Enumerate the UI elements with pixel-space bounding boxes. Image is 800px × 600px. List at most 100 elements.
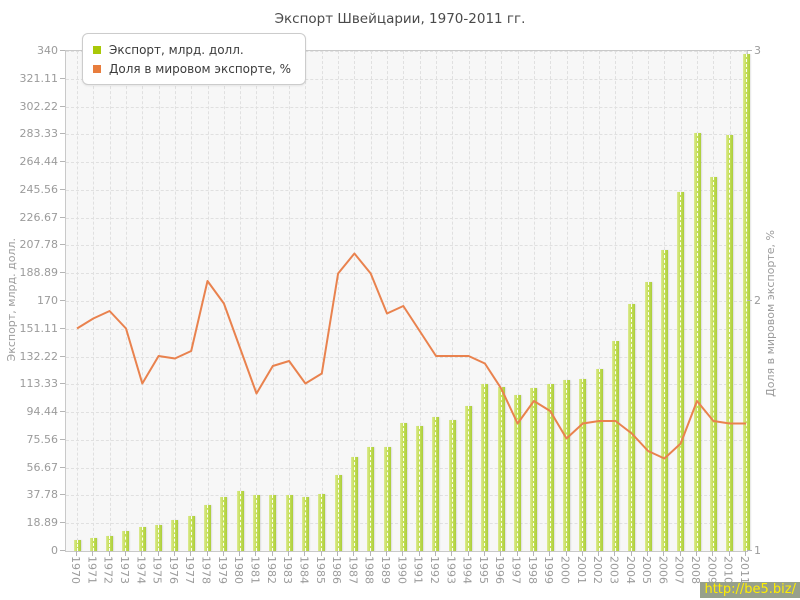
x-axis-tickmark — [500, 551, 502, 556]
bar-1974[interactable] — [138, 527, 146, 551]
bar-1973[interactable] — [122, 531, 130, 551]
bar-1988[interactable] — [367, 446, 375, 551]
x-axis-tick-label-2006: 2006 — [656, 556, 670, 584]
bar-1999[interactable] — [546, 384, 554, 551]
bar-1977[interactable] — [187, 515, 195, 551]
x-axis-tick-label-1986: 1986 — [330, 556, 344, 584]
x-axis-tickmark — [483, 551, 485, 556]
legend-item-export[interactable]: Экспорт, млрд. долл. — [93, 40, 291, 59]
vertical-gridline — [533, 51, 535, 551]
left-axis-tick-label: 75.56 — [26, 432, 59, 446]
left-axis-tick-label: 151.11 — [19, 321, 59, 335]
x-axis-tick-label-2008: 2008 — [689, 556, 703, 584]
bar-2011[interactable] — [742, 53, 750, 551]
bar-2005[interactable] — [644, 281, 652, 551]
bar-1995[interactable] — [481, 384, 489, 551]
vertical-gridline — [452, 51, 454, 551]
bar-2008[interactable] — [693, 133, 701, 551]
horizontal-gridline — [66, 78, 747, 80]
x-axis-tick-label-1988: 1988 — [362, 556, 376, 584]
bar-1991[interactable] — [416, 426, 424, 551]
bar-2002[interactable] — [595, 368, 603, 551]
x-axis-tickmark — [581, 551, 583, 556]
bar-1976[interactable] — [171, 520, 179, 551]
bar-1992[interactable] — [432, 417, 440, 551]
vertical-gridline — [321, 51, 323, 551]
bar-2007[interactable] — [677, 192, 685, 551]
bar-1978[interactable] — [204, 504, 212, 551]
x-axis-tickmark — [369, 551, 371, 556]
bar-stripe — [745, 53, 747, 551]
bar-stripe — [712, 177, 714, 551]
left-axis-tick-label: 340 — [37, 44, 58, 57]
bar-1994[interactable] — [465, 406, 473, 551]
vertical-gridline — [142, 51, 144, 551]
bar-1972[interactable] — [106, 535, 114, 551]
bar-1997[interactable] — [514, 395, 522, 551]
x-axis-tickmark — [516, 551, 518, 556]
bar-1990[interactable] — [399, 423, 407, 551]
left-axis-tick-label: 56.67 — [26, 460, 59, 474]
bar-stripe — [207, 504, 209, 551]
x-axis-tick-label-1998: 1998 — [525, 556, 539, 584]
x-axis-tick-label-1977: 1977 — [183, 556, 197, 584]
x-axis-tickmark — [549, 551, 551, 556]
vertical-gridline — [338, 51, 340, 551]
bar-1980[interactable] — [236, 491, 244, 551]
bar-stripe — [663, 249, 665, 551]
bar-1989[interactable] — [383, 446, 391, 551]
x-axis-tickmark — [565, 551, 567, 556]
bar-1970[interactable] — [73, 539, 81, 551]
bar-1971[interactable] — [89, 537, 97, 551]
horizontal-gridline — [66, 328, 747, 330]
bar-1984[interactable] — [301, 496, 309, 551]
bar-2010[interactable] — [726, 134, 734, 551]
x-axis-tickmark — [434, 551, 436, 556]
vertical-gridline — [484, 51, 486, 551]
bar-2009[interactable] — [709, 177, 717, 551]
bar-2001[interactable] — [579, 378, 587, 551]
x-axis-tick-label-1994: 1994 — [460, 556, 474, 584]
share-line[interactable] — [76, 252, 746, 460]
bar-stripe — [272, 495, 274, 551]
x-axis-tick-label-1972: 1972 — [101, 556, 115, 584]
bar-2004[interactable] — [628, 303, 636, 551]
bar-1985[interactable] — [318, 494, 326, 551]
left-axis-tickmark — [60, 411, 65, 413]
x-axis-tick-label-2002: 2002 — [591, 556, 605, 584]
bar-1987[interactable] — [350, 456, 358, 551]
left-axis-tick-label: 226.67 — [19, 210, 59, 224]
x-axis-tickmark — [239, 551, 241, 556]
left-axis-tickmark — [60, 77, 65, 79]
left-axis-tickmark — [60, 216, 65, 218]
bar-1993[interactable] — [448, 420, 456, 551]
left-axis-tick-label: 18.89 — [26, 516, 59, 530]
bar-2003[interactable] — [611, 340, 619, 551]
x-axis-tickmark — [712, 551, 714, 556]
bar-1986[interactable] — [334, 474, 342, 551]
bar-1983[interactable] — [285, 495, 293, 551]
x-axis-tick-label-1973: 1973 — [117, 556, 131, 584]
bar-stripe — [370, 446, 372, 551]
watermark-link[interactable]: http://be5.biz/ — [700, 582, 800, 598]
bar-2006[interactable] — [660, 249, 668, 551]
horizontal-gridline — [66, 356, 747, 358]
left-axis-tick-label: 0 — [51, 544, 58, 557]
bar-1975[interactable] — [155, 524, 163, 551]
x-axis-tick-label-2005: 2005 — [640, 556, 654, 584]
legend-item-share[interactable]: Доля в мировом экспорте, % — [93, 59, 291, 78]
bar-1998[interactable] — [530, 387, 538, 551]
bar-1996[interactable] — [497, 387, 505, 551]
left-axis-tickmark — [60, 355, 65, 357]
bar-1979[interactable] — [220, 497, 228, 551]
x-axis-tick-label-2009: 2009 — [705, 556, 719, 584]
bar-stripe — [402, 423, 404, 551]
bar-1982[interactable] — [269, 495, 277, 551]
bar-2000[interactable] — [563, 379, 570, 551]
bar-stripe — [304, 496, 306, 551]
vertical-gridline — [566, 51, 568, 551]
bar-1981[interactable] — [252, 495, 260, 551]
x-axis-tick-label-1975: 1975 — [150, 556, 164, 584]
left-axis-tick-label: 132.22 — [19, 349, 59, 363]
bar-stripe — [190, 515, 192, 551]
